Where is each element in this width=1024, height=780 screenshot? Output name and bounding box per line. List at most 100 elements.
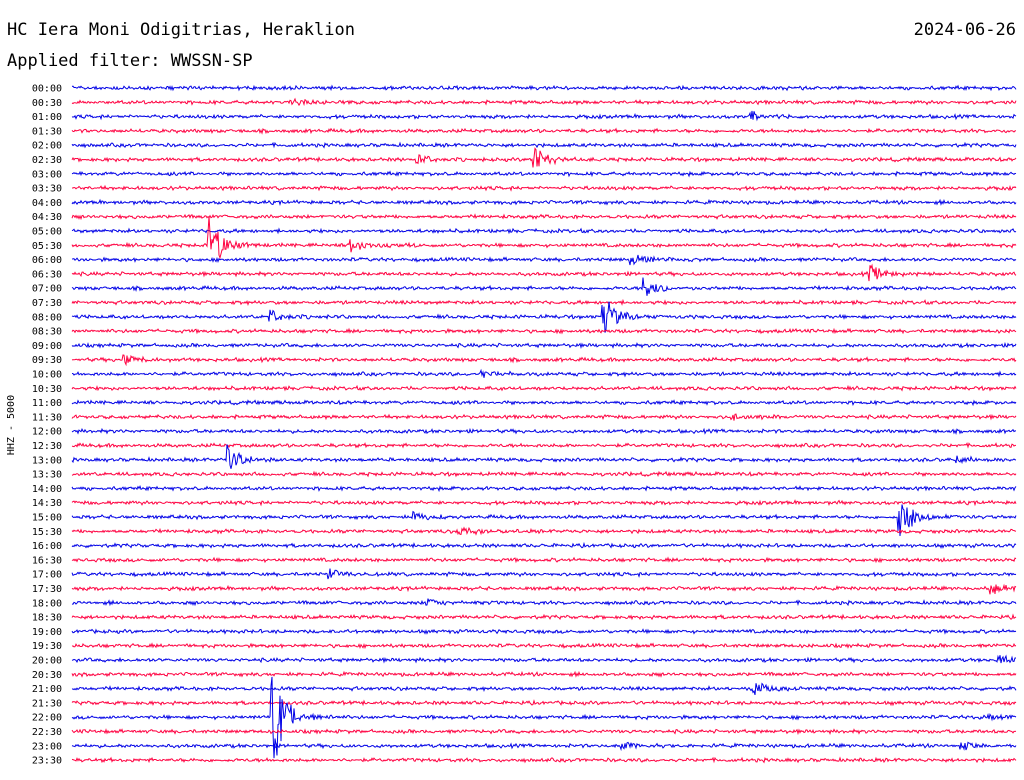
y-axis-label: HHZ - 5000 — [6, 395, 17, 455]
row-time-label: 10:00 — [32, 370, 62, 381]
seismic-trace — [71, 342, 1017, 349]
seismic-trace — [71, 556, 1017, 564]
row-time-label: 19:00 — [32, 627, 62, 638]
seismic-trace — [71, 263, 1017, 282]
row-time-label: 13:30 — [32, 470, 62, 481]
seismic-trace — [71, 354, 1017, 367]
row-time-label: 06:30 — [32, 269, 62, 280]
seismic-trace — [71, 198, 1017, 206]
row-time-label: 23:00 — [32, 741, 62, 752]
seismic-trace — [71, 254, 1017, 266]
seismic-trace — [71, 298, 1017, 306]
seismic-trace — [71, 216, 1017, 260]
seismic-trace — [71, 399, 1017, 407]
row-time-label: 11:30 — [32, 412, 62, 423]
trace-rows: 00:00 00:30 01:00 01:30 02:00 02:30 03:00 03:30… — [32, 84, 1017, 767]
row-time-label: 07:00 — [32, 284, 62, 295]
seismic-trace — [71, 84, 1017, 92]
row-time-label: 17:30 — [32, 584, 62, 595]
seismic-trace — [71, 654, 1016, 664]
seismic-trace — [71, 598, 1017, 607]
row-time-label: 12:30 — [32, 441, 62, 452]
row-time-label: 02:30 — [32, 155, 62, 166]
row-time-label: 16:00 — [32, 541, 62, 552]
row-time-label: 17:00 — [32, 570, 62, 581]
row-time-label: 18:00 — [32, 598, 62, 609]
seismic-trace — [71, 728, 1017, 736]
row-time-label: 04:00 — [32, 198, 62, 209]
seismic-trace — [71, 110, 1017, 122]
row-time-label: 05:30 — [32, 241, 62, 252]
seismic-trace — [71, 526, 1017, 536]
row-time-label: 11:00 — [32, 398, 62, 409]
row-time-label: 09:00 — [32, 341, 62, 352]
row-time-label: 22:00 — [32, 713, 62, 724]
seismic-trace — [71, 368, 1017, 378]
seismic-trace — [71, 583, 1017, 595]
row-time-label: 21:30 — [32, 698, 62, 709]
row-time-label: 01:30 — [32, 126, 62, 137]
seismic-trace — [71, 628, 1017, 635]
seismic-trace — [71, 141, 1017, 149]
seismic-trace — [71, 741, 1017, 752]
row-time-label: 09:30 — [32, 355, 62, 366]
row-time-label: 15:30 — [32, 527, 62, 538]
seismic-trace — [71, 301, 1017, 333]
date-label: 2024-06-26 — [914, 20, 1016, 40]
row-time-label: 13:00 — [32, 455, 62, 466]
seismic-trace — [71, 327, 1017, 335]
seismic-trace — [72, 184, 1017, 192]
row-time-label: 08:00 — [32, 312, 62, 323]
seismic-trace — [71, 504, 1017, 537]
seismic-trace — [71, 213, 1017, 221]
seismic-trace — [71, 170, 1017, 178]
seismic-trace — [71, 147, 1017, 168]
row-time-label: 22:30 — [32, 727, 62, 738]
row-time-label: 16:30 — [32, 555, 62, 566]
seismic-trace — [71, 699, 1017, 707]
station-title: HC Iera Moni Odigitrias, Heraklion — [7, 20, 355, 40]
row-time-label: 02:00 — [32, 141, 62, 152]
row-time-label: 15:00 — [32, 513, 62, 524]
row-time-label: 03:00 — [32, 169, 62, 180]
filter-label: Applied filter: WWSSN-SP — [7, 51, 253, 71]
seismic-trace — [71, 642, 1017, 650]
seismic-trace — [71, 676, 1017, 759]
row-time-label: 06:00 — [32, 255, 62, 266]
row-time-label: 00:00 — [32, 84, 62, 95]
row-time-label: 21:00 — [32, 684, 62, 695]
seismic-trace — [71, 444, 1017, 469]
row-time-label: 08:30 — [32, 327, 62, 338]
row-time-label: 01:00 — [32, 112, 62, 123]
seismic-trace — [71, 413, 1017, 421]
seismic-trace — [71, 613, 1017, 621]
seismic-trace — [71, 499, 1017, 507]
row-time-label: 12:00 — [32, 427, 62, 438]
seismic-trace — [71, 670, 1017, 678]
seismic-trace — [71, 427, 1016, 435]
seismic-trace — [71, 277, 1017, 296]
row-time-label: 10:30 — [32, 384, 62, 395]
seismic-trace — [71, 442, 1016, 449]
seismic-trace — [71, 541, 1017, 549]
row-time-label: 20:30 — [32, 670, 62, 681]
row-time-label: 20:00 — [32, 656, 62, 667]
seismic-trace — [71, 97, 1017, 107]
seismic-trace — [71, 484, 1017, 493]
row-time-label: 23:30 — [32, 756, 62, 767]
seismic-trace — [71, 127, 1017, 135]
seismic-trace — [71, 568, 1017, 580]
row-time-label: 03:30 — [32, 184, 62, 195]
row-time-label: 14:00 — [32, 484, 62, 495]
seismic-trace — [71, 756, 1017, 764]
seismic-trace — [71, 227, 1017, 235]
row-time-label: 00:30 — [32, 98, 62, 109]
seismic-trace — [71, 682, 1017, 696]
row-time-label: 19:30 — [32, 641, 62, 652]
row-time-label: 07:30 — [32, 298, 62, 309]
row-time-label: 18:30 — [32, 613, 62, 624]
row-time-label: 04:30 — [32, 212, 62, 223]
row-time-label: 14:30 — [32, 498, 62, 509]
row-time-label: 05:00 — [32, 227, 62, 238]
